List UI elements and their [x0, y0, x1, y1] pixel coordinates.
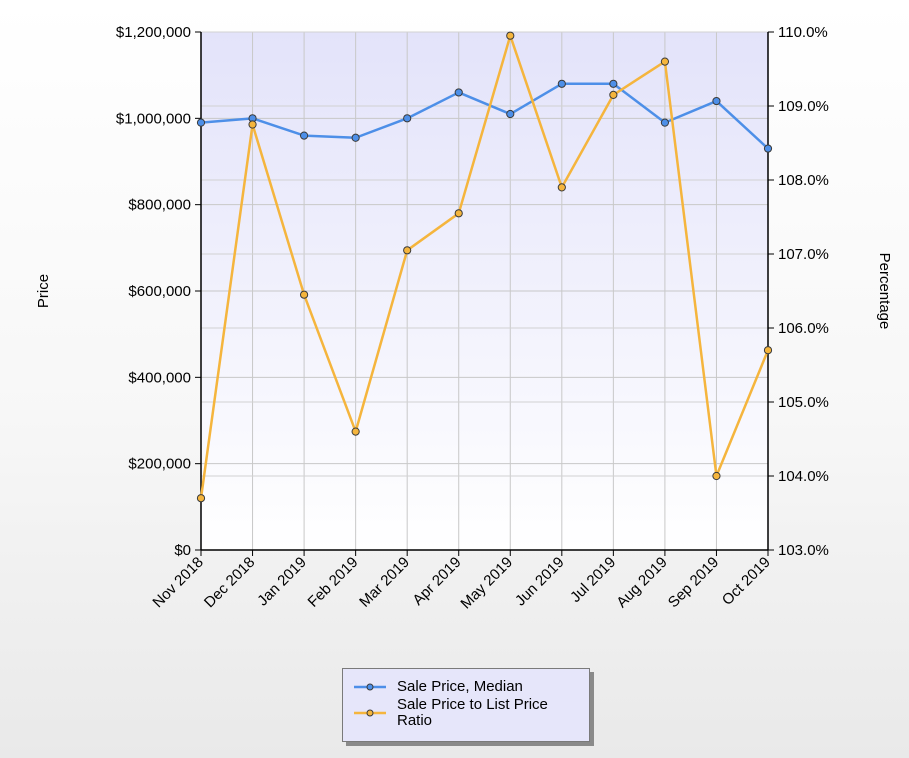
data-point-median-price	[763, 144, 773, 153]
x-tick-label: Mar 2019	[356, 554, 413, 611]
data-point-list-ratio	[712, 471, 721, 481]
x-tick-label: Oct 2019	[719, 554, 774, 609]
y2-tick-label: 108.0%	[778, 172, 829, 189]
data-point-list-ratio	[196, 494, 206, 503]
y-tick-label: $600,000	[128, 283, 191, 300]
y-axis-title: Price	[35, 274, 52, 308]
data-point-median-price	[351, 133, 360, 142]
y-tick-label: $200,000	[128, 456, 191, 473]
data-point-median-price	[712, 96, 721, 106]
y-tick-label: $800,000	[128, 197, 191, 214]
x-tick-label: Nov 2018	[149, 554, 206, 611]
data-point-median-price	[506, 109, 515, 119]
x-tick-label: Sep 2019	[665, 554, 722, 611]
data-point-median-price	[454, 88, 463, 97]
y-tick-label: $1,200,000	[116, 24, 191, 41]
y2-tick-label: 105.0%	[778, 394, 829, 411]
legend: Sale Price, Median Sale Price to List Pr…	[342, 668, 590, 742]
legend-swatch-list-ratio	[354, 709, 386, 717]
data-point-list-ratio	[248, 120, 257, 129]
legend-label-median-price: Sale Price, Median	[397, 678, 523, 695]
x-tick-label: Jun 2019	[512, 554, 568, 610]
data-point-median-price	[403, 114, 412, 123]
y-tick-label: $400,000	[128, 369, 191, 386]
y2-tick-label: 110.0%	[778, 24, 828, 41]
y2-axis-title: Percentage	[876, 253, 893, 330]
data-point-median-price	[609, 79, 618, 88]
data-point-list-ratio	[299, 290, 309, 299]
x-tick-label: Apr 2019	[409, 554, 464, 609]
x-tick-label: Jul 2019	[567, 554, 619, 606]
y-tick-label: $0	[174, 542, 191, 559]
data-point-list-ratio	[557, 183, 566, 192]
series-line-list-ratio	[199, 34, 770, 499]
legend-label-list-ratio: Sale Price to List Price Ratio	[397, 696, 548, 729]
x-tick-label: Dec 2018	[201, 554, 258, 611]
axes	[195, 31, 774, 556]
series-line-median-price	[200, 82, 769, 150]
series-layer	[196, 31, 773, 503]
data-point-list-ratio	[506, 31, 515, 40]
y2-tick-label: 104.0%	[778, 468, 829, 485]
data-point-list-ratio	[351, 427, 360, 436]
data-point-list-ratio	[403, 246, 412, 255]
data-point-list-ratio	[609, 90, 618, 100]
data-point-list-ratio	[454, 209, 463, 218]
legend-item-list-ratio: Sale Price to List Price Ratio	[353, 697, 577, 729]
data-point-list-ratio	[660, 57, 670, 66]
legend-swatch-median-price	[354, 683, 386, 691]
y2-tick-label: 103.0%	[778, 542, 829, 559]
y2-tick-label: 109.0%	[778, 98, 829, 115]
data-point-median-price	[557, 79, 566, 88]
x-tick-label: Aug 2019	[613, 554, 670, 611]
legend-marker-median	[366, 683, 374, 691]
data-point-list-ratio	[763, 346, 773, 355]
x-tick-label: Jan 2019	[254, 554, 310, 610]
x-tick-label: Feb 2019	[305, 554, 362, 611]
legend-item-median-price: Sale Price, Median	[353, 679, 577, 695]
x-tick-label: May 2019	[457, 554, 516, 613]
legend-marker-ratio	[366, 709, 374, 717]
data-point-median-price	[196, 118, 206, 127]
y2-tick-label: 106.0%	[778, 320, 829, 337]
y-tick-label: $1,000,000	[116, 110, 191, 127]
data-point-median-price	[660, 118, 670, 127]
y2-tick-label: 107.0%	[778, 246, 829, 263]
data-point-median-price	[299, 131, 309, 140]
